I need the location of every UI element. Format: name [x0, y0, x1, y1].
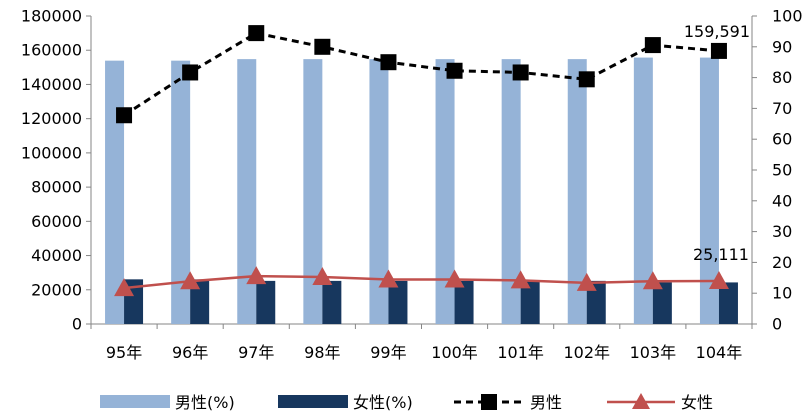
bar-male-pct — [567, 59, 587, 325]
marker-female — [180, 271, 201, 290]
legend: 男性(%) 女性(%) 男性 女性 — [100, 393, 713, 412]
marker-female — [444, 269, 465, 288]
marker-female — [510, 270, 531, 289]
right-tick-label: 70 — [772, 99, 792, 118]
line-female — [123, 274, 719, 290]
marker-male — [512, 64, 529, 81]
bar-female-pct — [388, 280, 408, 324]
marker-male — [248, 25, 265, 42]
x-tick-label: 97年 — [238, 343, 274, 362]
bar-male-pct — [105, 60, 125, 324]
bar-male-pct — [633, 57, 653, 325]
legend-marker-female — [632, 393, 650, 409]
bar-male-pct — [237, 59, 257, 325]
marker-female — [114, 278, 135, 297]
left-tick-label: 80000 — [31, 178, 82, 197]
marker-male — [578, 71, 595, 88]
right-tick-label: 20 — [772, 253, 792, 272]
bar-male-pct — [501, 59, 521, 325]
series-lines — [114, 25, 729, 297]
left-tick-label: 140000 — [21, 75, 82, 94]
bar-female-pct — [520, 280, 540, 324]
bar-male-pct — [435, 59, 455, 325]
x-tick-label: 98年 — [304, 343, 340, 362]
bar-male-pct — [699, 57, 719, 325]
marker-male — [380, 54, 397, 71]
x-tick-label: 96年 — [172, 343, 208, 362]
left-tick-label: 0 — [72, 315, 82, 334]
legend-label-male-pct: 男性(%) — [175, 393, 235, 412]
legend-swatch-female-pct — [278, 395, 348, 408]
legend-marker-male — [481, 394, 497, 410]
marker-male — [314, 38, 331, 55]
data-label-male-last: 159,591 — [684, 22, 750, 41]
left-tick-label: 100000 — [21, 143, 82, 162]
right-tick-label: 60 — [772, 130, 792, 149]
left-tick-label: 20000 — [31, 280, 82, 299]
bars — [105, 57, 738, 325]
marker-female — [576, 272, 597, 291]
legend-label-female: 女性 — [681, 393, 713, 412]
x-tick-label: 99年 — [370, 343, 406, 362]
bar-male-pct — [171, 60, 191, 324]
x-tick-label: 103年 — [630, 343, 677, 362]
bar-female-pct — [190, 279, 210, 324]
left-tick-label: 180000 — [21, 7, 82, 26]
marker-female — [312, 266, 333, 285]
marker-female — [642, 271, 663, 290]
marker-female — [378, 269, 399, 288]
bar-male-pct — [303, 59, 323, 325]
left-tick-label: 120000 — [21, 109, 82, 128]
right-tick-label: 90 — [772, 37, 792, 56]
marker-male — [182, 64, 199, 81]
marker-female — [246, 266, 267, 285]
bar-female-pct — [454, 280, 474, 324]
bar-male-pct — [369, 59, 389, 325]
x-tick-label: 101年 — [497, 343, 544, 362]
marker-female — [708, 271, 729, 290]
bar-female-pct — [652, 282, 672, 324]
right-tick-label: 40 — [772, 191, 792, 210]
bar-female-pct — [718, 282, 738, 324]
legend-swatch-male-pct — [100, 395, 170, 408]
marker-male — [710, 42, 727, 59]
right-tick-label: 0 — [772, 315, 782, 334]
x-tick-label: 100年 — [431, 343, 478, 362]
data-label-female-last: 25,111 — [693, 245, 749, 264]
x-tick-label: 95年 — [106, 343, 142, 362]
left-tick-label: 160000 — [21, 41, 82, 60]
bar-female-pct — [256, 280, 276, 324]
marker-male — [116, 107, 133, 124]
right-tick-label: 80 — [772, 68, 792, 87]
right-tick-label: 50 — [772, 161, 792, 180]
marker-male — [644, 37, 661, 54]
bar-female-pct — [586, 280, 606, 324]
left-tick-label: 60000 — [31, 212, 82, 231]
bar-female-pct — [322, 280, 342, 324]
legend-label-female-pct: 女性(%) — [353, 393, 413, 412]
line-male — [123, 31, 720, 117]
axes: 0 20000 40000 60000 80000 100000 120000 140000 1… — [21, 7, 803, 363]
x-tick-label: 102年 — [563, 343, 610, 362]
left-tick-label: 40000 — [31, 246, 82, 265]
data-labels: 159,591 25,111 — [684, 22, 750, 264]
right-tick-label: 30 — [772, 222, 792, 241]
right-tick-label: 100 — [772, 7, 803, 26]
marker-male — [446, 62, 463, 79]
x-tick-label: 104年 — [696, 343, 743, 362]
right-tick-label: 10 — [772, 284, 792, 303]
legend-label-male: 男性 — [530, 393, 562, 412]
